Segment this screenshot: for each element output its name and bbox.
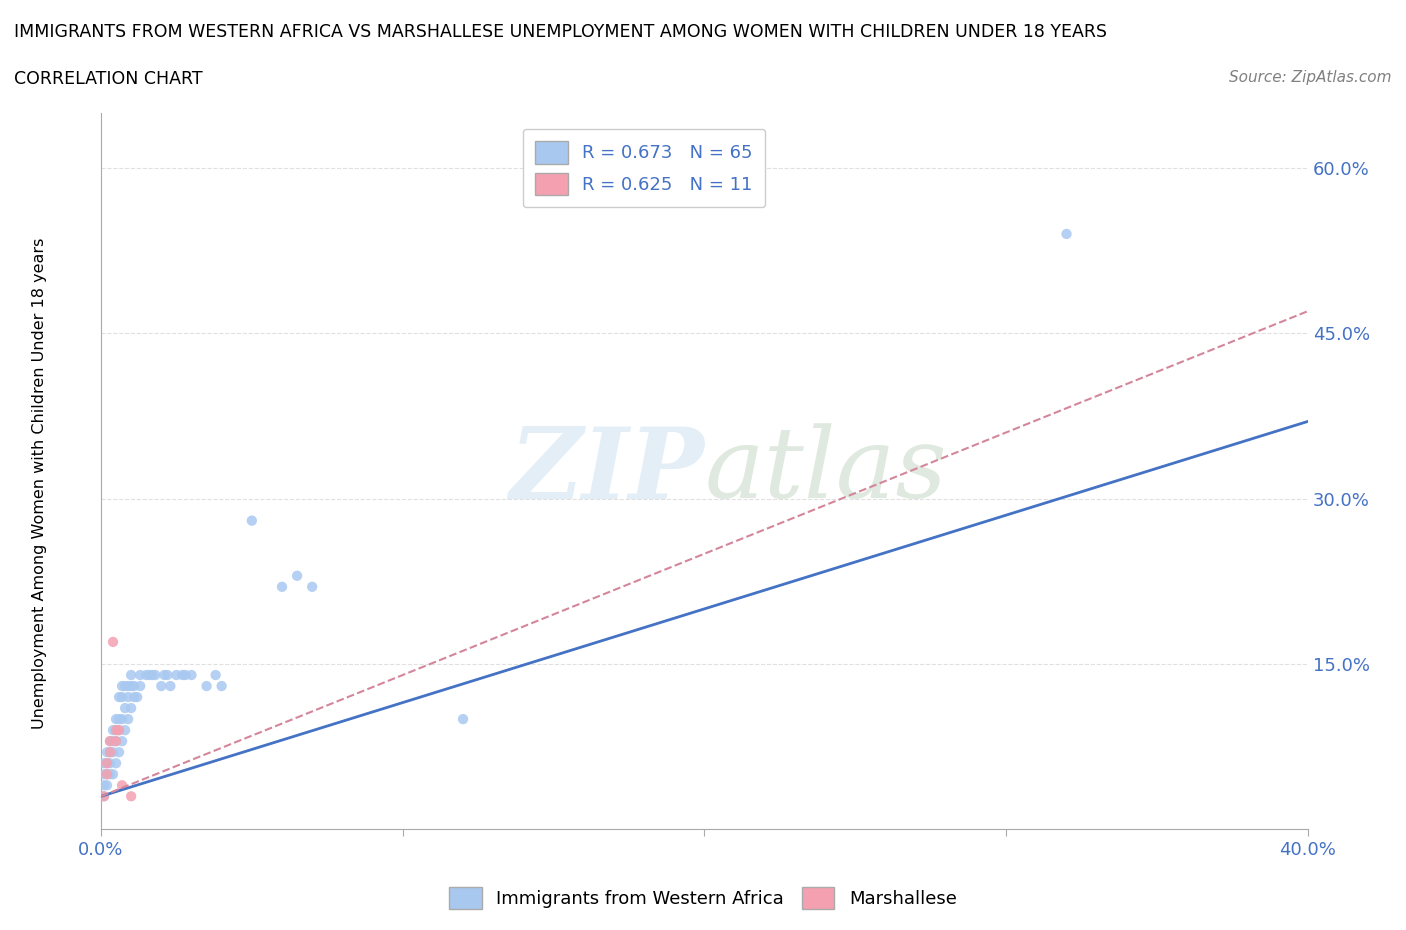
Text: Source: ZipAtlas.com: Source: ZipAtlas.com xyxy=(1229,70,1392,85)
Point xyxy=(141,668,163,683)
Point xyxy=(129,668,152,683)
Point xyxy=(111,711,134,726)
Point xyxy=(98,734,121,749)
Point xyxy=(108,723,131,737)
Point xyxy=(120,668,142,683)
Point xyxy=(93,756,115,771)
Point xyxy=(96,767,118,782)
Point xyxy=(122,679,145,694)
Text: atlas: atlas xyxy=(704,423,948,519)
Text: IMMIGRANTS FROM WESTERN AFRICA VS MARSHALLESE UNEMPLOYMENT AMONG WOMEN WITH CHIL: IMMIGRANTS FROM WESTERN AFRICA VS MARSHA… xyxy=(14,23,1107,41)
Point xyxy=(101,745,124,760)
Point xyxy=(93,789,115,804)
Point xyxy=(240,513,263,528)
Point xyxy=(111,777,134,792)
Point xyxy=(93,777,115,792)
Point xyxy=(111,690,134,705)
Text: ZIP: ZIP xyxy=(509,423,704,519)
Point xyxy=(204,668,226,683)
Legend: Immigrants from Western Africa, Marshallese: Immigrants from Western Africa, Marshall… xyxy=(441,880,965,916)
Point xyxy=(108,690,131,705)
Point xyxy=(271,579,294,594)
Point xyxy=(114,723,136,737)
Text: Unemployment Among Women with Children Under 18 years: Unemployment Among Women with Children U… xyxy=(32,238,46,729)
Point xyxy=(120,679,142,694)
Legend: R = 0.673   N = 65, R = 0.625   N = 11: R = 0.673 N = 65, R = 0.625 N = 11 xyxy=(523,129,765,207)
Point xyxy=(101,734,124,749)
Point xyxy=(96,777,118,792)
Point xyxy=(108,711,131,726)
Point xyxy=(114,700,136,715)
Point xyxy=(174,668,197,683)
Point xyxy=(301,579,323,594)
Point xyxy=(195,679,218,694)
Text: CORRELATION CHART: CORRELATION CHART xyxy=(14,70,202,87)
Point xyxy=(93,789,115,804)
Point xyxy=(105,723,128,737)
Point xyxy=(451,711,474,726)
Point xyxy=(138,668,160,683)
Point xyxy=(101,767,124,782)
Point xyxy=(105,734,128,749)
Point xyxy=(120,700,142,715)
Point xyxy=(111,679,134,694)
Point xyxy=(101,634,124,649)
Point xyxy=(117,711,139,726)
Point xyxy=(96,745,118,760)
Point xyxy=(96,756,118,771)
Point xyxy=(159,679,181,694)
Point xyxy=(105,734,128,749)
Point xyxy=(165,668,187,683)
Point xyxy=(153,668,176,683)
Point xyxy=(117,690,139,705)
Point xyxy=(143,668,166,683)
Point xyxy=(98,745,121,760)
Point xyxy=(150,679,173,694)
Point xyxy=(117,679,139,694)
Point xyxy=(108,723,131,737)
Point xyxy=(96,767,118,782)
Point xyxy=(180,668,202,683)
Point xyxy=(98,767,121,782)
Point xyxy=(98,756,121,771)
Point xyxy=(98,734,121,749)
Point xyxy=(93,767,115,782)
Point xyxy=(156,668,179,683)
Point xyxy=(129,679,152,694)
Point xyxy=(105,711,128,726)
Point xyxy=(111,734,134,749)
Point xyxy=(172,668,194,683)
Point xyxy=(101,723,124,737)
Point xyxy=(122,690,145,705)
Point xyxy=(105,723,128,737)
Point xyxy=(96,756,118,771)
Point xyxy=(211,679,233,694)
Point xyxy=(114,679,136,694)
Point xyxy=(135,668,157,683)
Point xyxy=(285,568,308,583)
Point xyxy=(120,789,142,804)
Point xyxy=(127,690,149,705)
Point xyxy=(1056,227,1078,242)
Point xyxy=(105,756,128,771)
Point xyxy=(108,745,131,760)
Point xyxy=(98,745,121,760)
